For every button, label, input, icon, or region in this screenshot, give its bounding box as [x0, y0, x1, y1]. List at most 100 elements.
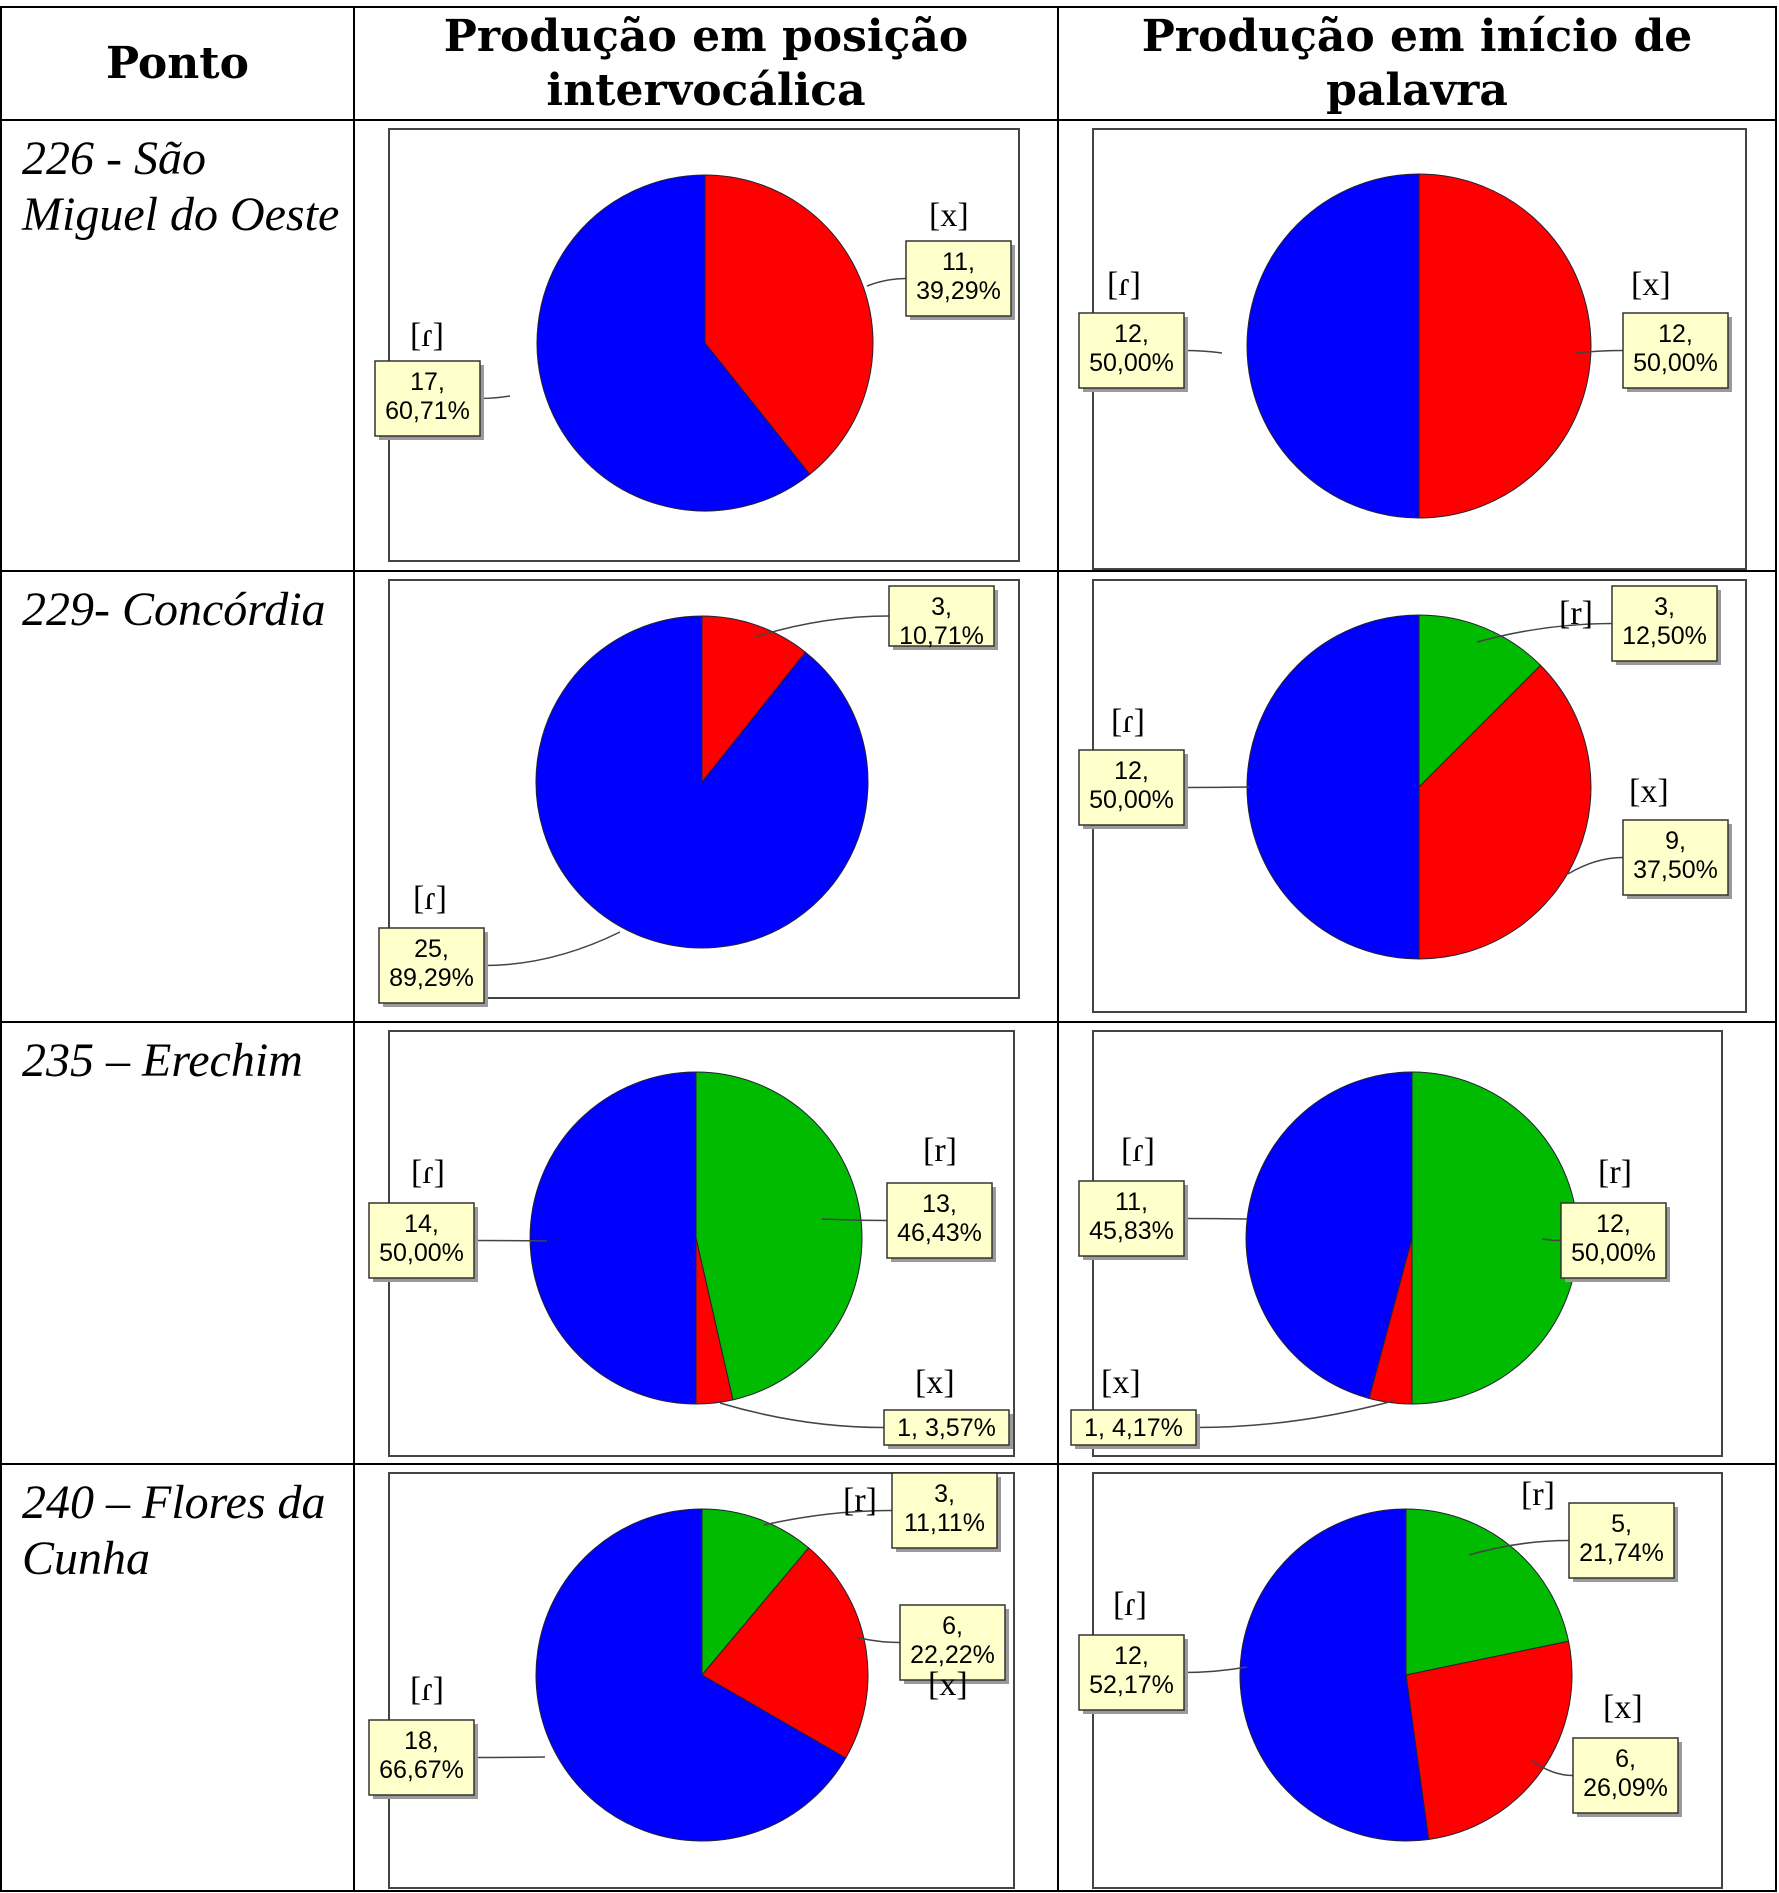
data-label-box: [1572, 1737, 1679, 1814]
cell-r0-intervocalic: 11, 39,29% [x] 17, 60,71% [ɾ]: [353, 119, 1059, 572]
data-label: 1, 3,57%: [897, 1414, 996, 1442]
category-label: [x]: [1603, 1689, 1643, 1726]
data-label: 12, 50,00%: [1633, 320, 1718, 377]
category-label: [r]: [843, 1482, 877, 1519]
pie-slice: [536, 174, 811, 512]
category-label: [r]: [923, 1132, 957, 1169]
pie-slice: [1245, 1071, 1413, 1399]
category-label: [ɾ]: [1121, 1132, 1155, 1169]
data-label: 12, 50,00%: [1571, 1210, 1656, 1267]
data-label: 5, 21,74%: [1579, 1510, 1664, 1567]
data-label: 13, 46,43%: [897, 1190, 982, 1247]
pie-chart-erechim-intervocalic: 13, 46,43% [r] 1, 3,57% [x] 14, 50,00% [ɾ]: [368, 1030, 1015, 1457]
header-word-initial: Produção em início de palavra: [1057, 6, 1777, 121]
pie-slice: [1418, 173, 1592, 519]
cell-r3-initial: 5, 21,74% [r] 6, 26,09% [x] 12, 52,17% [ɾ]: [1057, 1463, 1777, 1892]
header-ponto: Ponto: [0, 6, 355, 121]
data-label: 11, 45,83%: [1089, 1188, 1174, 1245]
data-label-box: [378, 927, 485, 1004]
data-label: 12, 52,17%: [1089, 1642, 1174, 1699]
cell-r2-intervocalic: 13, 46,43% [r] 1, 3,57% [x] 14, 50,00% [ɾ]: [353, 1021, 1059, 1465]
pie-slice: [529, 1071, 697, 1405]
category-label: [x]: [1629, 773, 1669, 810]
pie-slice: [701, 1547, 869, 1759]
data-label-box: [1611, 585, 1718, 662]
category-label: [ɾ]: [1113, 1586, 1147, 1623]
leader-line: [1468, 1539, 1570, 1556]
leader-line: [483, 931, 621, 967]
data-label: 6, 26,09%: [1583, 1745, 1668, 1802]
pie-chart-concordia-initial: 3, 12,50% [r] 9, 37,50% [x] 12, 50,00% [ɾ]: [1078, 579, 1747, 1013]
data-label-box: [1078, 312, 1185, 389]
data-label: 11, 39,29%: [916, 248, 1001, 305]
data-label-box: [1078, 1180, 1185, 1257]
data-label-box: [1622, 312, 1729, 389]
data-label: 1, 4,17%: [1084, 1414, 1183, 1442]
pie-slice: [1418, 664, 1592, 960]
leader-line: [854, 1636, 901, 1644]
category-label: [ɾ]: [410, 317, 444, 354]
pie-chart-concordia-intervocalic: 3, 10,71% 25, 89,29% [ɾ]: [378, 579, 1020, 1007]
pie-slice: [1246, 173, 1420, 519]
leader-line: [763, 1509, 893, 1526]
cell-r3-intervocalic: 3, 11,11% [r] 6, 22,22% [x] 18, 66,67% [ɾ]: [353, 1463, 1059, 1892]
category-label: [x]: [929, 197, 969, 234]
category-label: [r]: [1559, 595, 1593, 632]
data-label-box: [905, 240, 1012, 317]
data-label: 12, 50,00%: [1089, 757, 1174, 814]
leader-line: [1575, 349, 1624, 354]
data-label-box: [886, 1182, 993, 1259]
data-label-box: [368, 1202, 475, 1279]
data-label: 3, 12,50%: [1622, 593, 1707, 650]
place-erechim: 235 – Erechim: [0, 1021, 355, 1465]
leader-line: [1183, 1217, 1248, 1220]
leader-line: [1567, 856, 1624, 875]
results-table: Ponto Produção em posição intervocálica …: [0, 6, 1777, 1892]
pie-chart-sao-miguel-initial: 12, 50,00% [x] 12, 50,00% [ɾ]: [1078, 128, 1747, 570]
pie-slice: [535, 1508, 847, 1842]
category-label: [x]: [1101, 1364, 1141, 1401]
data-label: 14, 50,00%: [379, 1210, 464, 1267]
pie-chart-flores-intervocalic: 3, 11,11% [r] 6, 22,22%[x] 18, 66,67% [ɾ]: [368, 1472, 1015, 1889]
data-label-box: [1568, 1502, 1675, 1579]
category-label: [x]: [928, 1666, 968, 1703]
leader-line: [1476, 622, 1613, 643]
pie-chart-erechim-initial: 12, 50,00% [r] 1, 4,17% [x] 11, 45,83% [ɾ]: [1070, 1030, 1723, 1457]
pie-slice: [1405, 1640, 1573, 1841]
category-label: [ɾ]: [410, 1671, 444, 1708]
category-label: [ɾ]: [413, 880, 447, 917]
category-label: [ɾ]: [1111, 703, 1145, 740]
data-label-box: [1070, 1409, 1197, 1446]
data-label: 9, 37,50%: [1633, 827, 1718, 884]
pie-slice: [1239, 1508, 1430, 1842]
leader-line: [473, 1239, 548, 1242]
pie-slice: [535, 615, 869, 949]
data-label-box: [1078, 749, 1185, 826]
data-label-box: [899, 1604, 1006, 1681]
pie-slice: [701, 615, 807, 784]
cell-r0-initial: 12, 50,00% [x] 12, 50,00% [ɾ]: [1057, 119, 1777, 572]
data-label-box: [891, 1472, 998, 1549]
data-label: 12, 50,00%: [1089, 320, 1174, 377]
leader-line: [1183, 1666, 1248, 1674]
pie-slice: [695, 1071, 863, 1401]
data-label-box: [1622, 819, 1729, 896]
place-concordia: 229- Concórdia: [0, 570, 355, 1023]
category-label: [r]: [1521, 1476, 1555, 1513]
leader-line: [866, 277, 907, 287]
data-label-box: [883, 1409, 1010, 1446]
pie-chart-flores-initial: 5, 21,74% [r] 6, 26,09% [x] 12, 52,17% [ɾ]: [1078, 1472, 1723, 1889]
leader-line: [719, 1402, 885, 1429]
cell-r2-initial: 12, 50,00% [r] 1, 4,17% [x] 11, 45,83% [ɾ]: [1057, 1021, 1777, 1465]
data-label: 25, 89,29%: [389, 935, 474, 992]
cell-r1-intervocalic: 3, 10,71% 25, 89,29% [ɾ]: [353, 570, 1059, 1023]
pie-slice: [1405, 1508, 1570, 1676]
data-label-box: [368, 1719, 475, 1796]
category-label: [x]: [1631, 266, 1671, 303]
data-label: 3, 10,71%: [899, 593, 984, 650]
category-label: [x]: [915, 1364, 955, 1401]
place-flores-da-cunha: 240 – Flores da Cunha: [0, 1463, 355, 1892]
data-label: 3, 11,11%: [904, 1480, 985, 1537]
data-label-box: [374, 360, 481, 437]
leader-line: [754, 615, 890, 638]
